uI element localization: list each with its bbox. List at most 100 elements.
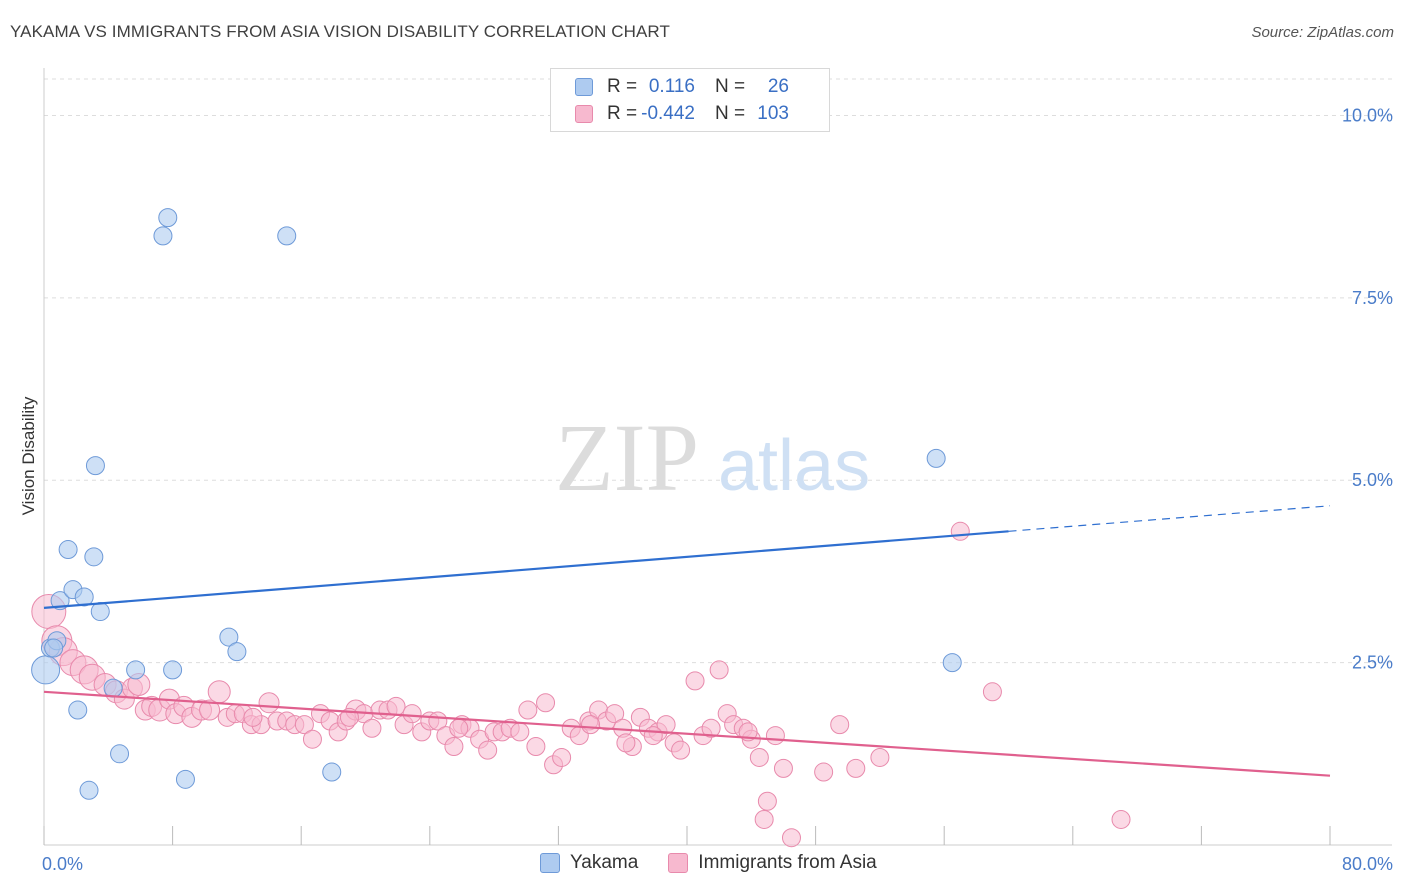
- asia-point: [773, 758, 793, 778]
- asia-point: [552, 747, 572, 767]
- asia-point: [709, 660, 729, 680]
- y-tick-label: 5.0%: [1352, 470, 1393, 490]
- asia-point: [199, 699, 221, 721]
- grid-lines: [44, 78, 1392, 664]
- y-tick-label: 7.5%: [1352, 288, 1393, 308]
- yakama-trend-extension: [1008, 505, 1331, 532]
- asia-point: [757, 791, 777, 811]
- yakama-point: [84, 547, 104, 567]
- asia-point: [294, 715, 314, 735]
- asia-point: [581, 715, 601, 735]
- n-label: N =: [715, 103, 746, 124]
- yakama-point: [126, 660, 146, 680]
- asia-point: [643, 726, 663, 746]
- watermark-atlas: atlas: [718, 426, 870, 506]
- x-tick-label: 0.0%: [42, 854, 83, 874]
- y-axis-label: Vision Disability: [19, 396, 38, 515]
- yakama-point: [158, 208, 178, 228]
- yakama-point: [58, 540, 78, 560]
- asia-point: [870, 747, 890, 767]
- asia-point: [605, 704, 625, 724]
- yakama-point: [90, 602, 110, 622]
- r-label: R =: [607, 76, 638, 97]
- asia-point: [386, 696, 406, 716]
- yakama-point: [322, 762, 342, 782]
- yakama-point: [31, 655, 61, 685]
- yakama-swatch: [540, 853, 560, 873]
- watermark: ZIP atlas: [555, 404, 870, 511]
- asia-point: [478, 740, 498, 760]
- yakama-point: [74, 587, 94, 607]
- yakama-point: [277, 226, 297, 246]
- y-tick-label: 2.5%: [1352, 653, 1393, 673]
- yakama-swatch: [575, 78, 593, 96]
- n-label: N =: [715, 76, 746, 97]
- yakama-point: [85, 456, 105, 476]
- yakama-point: [942, 653, 962, 673]
- asia-point: [754, 809, 774, 829]
- asia-point: [982, 682, 1002, 702]
- watermark-zip: ZIP: [555, 404, 699, 511]
- asia-point: [846, 758, 866, 778]
- asia-point: [449, 718, 469, 738]
- asia-point: [749, 747, 769, 767]
- asia-point: [536, 693, 556, 713]
- asia-point: [518, 700, 538, 720]
- asia-point: [616, 733, 636, 753]
- n-value: 103: [757, 103, 789, 124]
- legend-label-asia: Immigrants from Asia: [698, 852, 877, 873]
- asia-swatch: [575, 105, 593, 123]
- asia-point: [830, 715, 850, 735]
- yakama-point: [79, 780, 99, 800]
- asia-point: [781, 828, 801, 848]
- chart-title: YAKAMA VS IMMIGRANTS FROM ASIA VISION DI…: [10, 22, 670, 41]
- yakama-trend-line: [43, 530, 1009, 610]
- axes: [43, 68, 1392, 846]
- asia-point: [950, 521, 970, 541]
- asia-point: [685, 671, 705, 691]
- n-value: 26: [767, 76, 789, 97]
- asia-point: [765, 726, 785, 746]
- yakama-point: [227, 642, 247, 662]
- x-tick-label: 80.0%: [1342, 854, 1393, 874]
- asia-point: [510, 722, 530, 742]
- legend-row-asia: R = -0.442 N = 103: [575, 101, 789, 127]
- legend-item-yakama[interactable]: Yakama: [540, 852, 638, 874]
- asia-point: [207, 680, 231, 704]
- asia-trend-line: [43, 690, 1331, 777]
- yakama-point: [103, 678, 123, 698]
- asia-point: [1111, 809, 1131, 829]
- asia-point: [656, 715, 676, 735]
- series-legend: Yakama Immigrants from Asia: [540, 852, 907, 874]
- asia-point: [701, 718, 721, 738]
- yakama-point: [175, 769, 195, 789]
- asia-point: [671, 740, 691, 760]
- asia-point: [526, 737, 546, 757]
- yakama-point: [163, 660, 183, 680]
- yakama-point: [68, 700, 88, 720]
- r-value: -0.442: [641, 103, 695, 124]
- asia-point: [444, 737, 464, 757]
- asia-point: [302, 729, 322, 749]
- trend-lines: [43, 505, 1331, 777]
- y-tick-label: 10.0%: [1342, 105, 1393, 125]
- legend-label-yakama: Yakama: [570, 852, 639, 873]
- yakama-point: [44, 638, 64, 658]
- asia-point: [402, 704, 422, 724]
- r-label: R =: [607, 103, 638, 124]
- asia-swatch: [668, 853, 689, 873]
- asia-point: [258, 692, 280, 714]
- asia-point: [362, 718, 382, 738]
- asia-point: [243, 707, 263, 727]
- yakama-point: [50, 591, 70, 611]
- asia-point: [814, 762, 834, 782]
- source-label: Source: ZipAtlas.com: [1251, 24, 1394, 41]
- yakama-point: [219, 627, 239, 647]
- legend-item-asia[interactable]: Immigrants from Asia: [668, 852, 877, 874]
- stats-legend: R = 0.116 N = 26 R = -0.442 N = 103: [550, 68, 830, 132]
- asia-points: [31, 521, 1131, 848]
- yakama-point: [110, 744, 130, 764]
- yakama-point: [926, 448, 946, 468]
- tick-labels: 2.5% 5.0% 7.5% 10.0% 0.0% 80.0%: [42, 105, 1393, 874]
